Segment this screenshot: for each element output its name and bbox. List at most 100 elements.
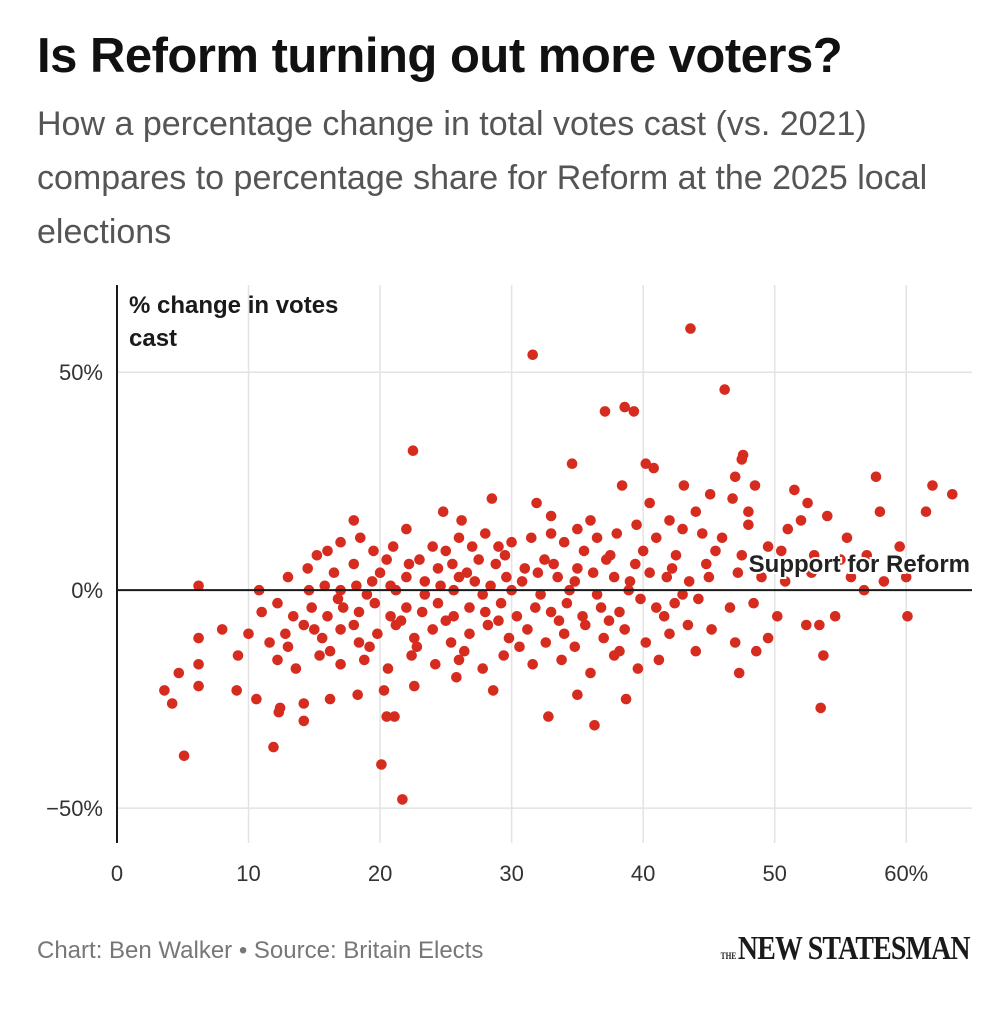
data-point [193, 659, 204, 670]
data-point [589, 720, 600, 731]
data-point [355, 532, 366, 544]
data-point [614, 606, 625, 618]
data-point [273, 706, 285, 718]
data-point [487, 685, 499, 696]
data-point [506, 536, 517, 548]
data-point [397, 794, 408, 805]
data-point [159, 685, 170, 696]
data-point [587, 567, 599, 578]
data-point [648, 462, 659, 474]
data-point [806, 567, 817, 578]
data-point [298, 619, 310, 631]
data-point [927, 480, 938, 491]
y-tick-label: 0% [71, 578, 103, 603]
data-point [539, 554, 550, 565]
data-point [232, 650, 244, 661]
data-point [902, 611, 913, 622]
data-point [319, 580, 331, 592]
data-point [280, 628, 291, 640]
data-point [585, 667, 596, 679]
data-point [640, 637, 652, 648]
data-point [682, 619, 694, 631]
data-point [453, 571, 465, 583]
axes [116, 285, 972, 843]
data-point [762, 541, 774, 552]
data-point [306, 602, 318, 613]
data-point [710, 545, 721, 557]
data-point [353, 637, 365, 648]
chart-credit: Chart: Ben Walker • Source: Britain Elec… [37, 937, 484, 964]
data-point [231, 685, 242, 696]
data-point [324, 645, 336, 657]
data-point [432, 563, 444, 574]
data-point [268, 741, 279, 753]
data-point [789, 484, 800, 496]
data-point [381, 554, 393, 565]
data-point [545, 606, 557, 618]
data-point [374, 567, 386, 578]
data-point [498, 650, 510, 661]
data-point [216, 624, 228, 635]
data-point [624, 576, 636, 587]
data-point [501, 571, 512, 583]
data-point [706, 624, 717, 635]
data-point [556, 654, 567, 666]
data-point [874, 506, 886, 517]
data-point [651, 602, 662, 613]
data-point [651, 532, 662, 544]
data-point [661, 571, 673, 583]
data-point [619, 401, 630, 413]
data-point [566, 458, 578, 469]
data-point [445, 637, 457, 648]
data-point [729, 471, 741, 483]
data-point [477, 663, 489, 674]
data-point [447, 558, 458, 570]
x-tick-label: 20 [368, 861, 392, 886]
data-point [335, 659, 346, 670]
data-point [516, 576, 528, 587]
data-point [419, 589, 431, 600]
data-point [464, 602, 475, 613]
data-point [829, 611, 841, 622]
data-point [453, 532, 465, 544]
data-point [288, 611, 299, 622]
data-point [407, 445, 419, 456]
chart-subtitle: How a percentage change in total votes c… [37, 105, 928, 251]
data-point [495, 597, 507, 609]
data-point [677, 589, 688, 600]
data-point [335, 536, 346, 548]
x-tick-label: 10 [236, 861, 260, 886]
data-point [530, 602, 541, 613]
data-point [631, 519, 642, 531]
data-point [601, 554, 612, 565]
data-point [870, 471, 882, 483]
data-point [411, 641, 423, 653]
data-point [616, 480, 628, 491]
data-point [459, 645, 470, 657]
data-point [193, 680, 204, 692]
data-point [678, 480, 690, 491]
data-point [861, 550, 873, 561]
data-point [822, 510, 833, 522]
data-point [635, 593, 646, 605]
data-point [669, 597, 680, 609]
data-point [480, 528, 491, 539]
data-point [309, 624, 320, 635]
x-tick-label: 50 [762, 861, 786, 886]
data-point [440, 545, 452, 557]
data-point [558, 536, 570, 548]
data-point [619, 624, 630, 635]
data-point [743, 519, 754, 531]
data-point [569, 576, 581, 587]
data-point [348, 558, 360, 570]
data-point [637, 545, 649, 557]
data-point [703, 571, 715, 583]
data-point [569, 641, 581, 653]
publisher-logo: THE NEW STATESMAN [721, 930, 971, 968]
data-point [756, 571, 767, 583]
data-point [815, 702, 826, 714]
data-point [335, 624, 346, 635]
data-point [664, 628, 675, 640]
data-point [256, 606, 268, 618]
data-point [733, 667, 745, 679]
